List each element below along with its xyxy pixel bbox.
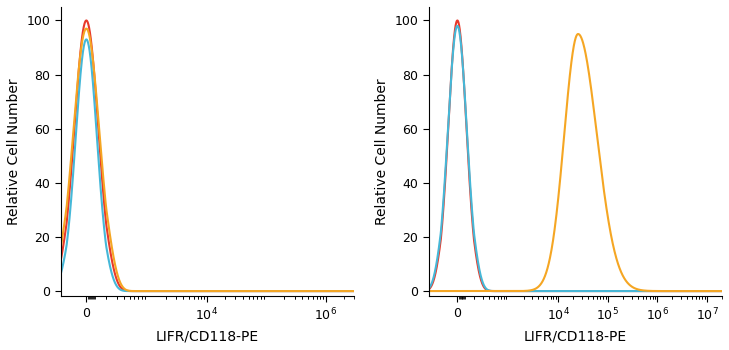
X-axis label: LIFR/CD118-PE: LIFR/CD118-PE (156, 329, 259, 343)
Y-axis label: Relative Cell Number: Relative Cell Number (7, 78, 21, 225)
X-axis label: LIFR/CD118-PE: LIFR/CD118-PE (524, 329, 627, 343)
Y-axis label: Relative Cell Number: Relative Cell Number (375, 78, 389, 225)
